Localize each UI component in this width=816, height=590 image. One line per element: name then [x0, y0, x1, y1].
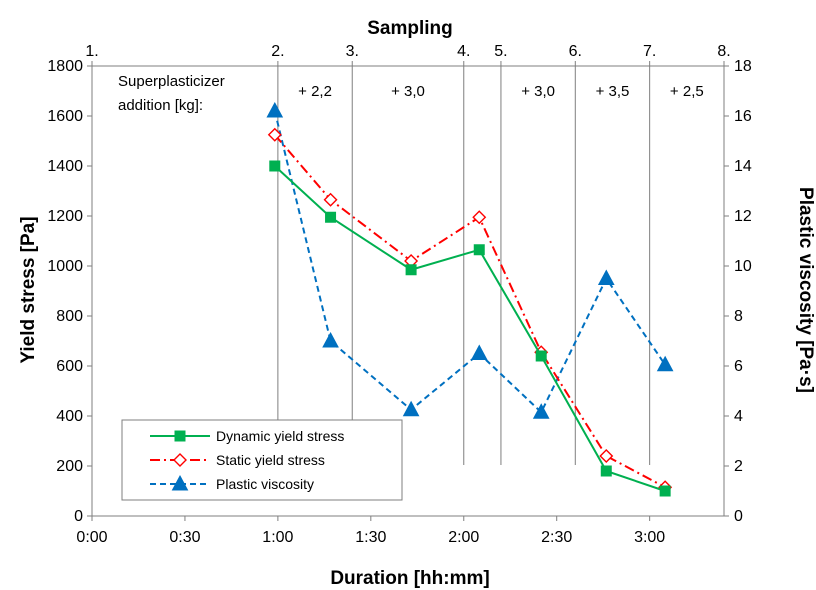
top-tick-label: 6.	[569, 43, 582, 60]
x-tick-label: 0:30	[169, 529, 200, 546]
y-left-tick-label: 400	[56, 408, 83, 425]
data-point	[269, 160, 281, 172]
x-tick-label: 2:30	[541, 529, 572, 546]
data-point	[266, 101, 284, 118]
y-left-tick-label: 1600	[47, 108, 83, 125]
y-left-tick-label: 600	[56, 358, 83, 375]
data-point	[267, 127, 282, 142]
data-point	[322, 331, 339, 348]
y-left-tick-label: 0	[74, 508, 83, 525]
data-point	[656, 355, 674, 372]
data-point	[470, 344, 488, 360]
x-tick-label: 1:00	[262, 529, 293, 546]
x-axis-title: Duration [hh:mm]	[330, 568, 489, 589]
y-right-tick-label: 12	[734, 208, 752, 225]
legend-label: Static yield stress	[216, 452, 325, 468]
annotation-label-line1: Superplasticizer	[118, 73, 225, 90]
data-point	[405, 264, 417, 276]
data-point	[597, 269, 615, 285]
data-point	[599, 449, 614, 463]
top-tick-label: 5.	[494, 43, 507, 60]
x-axis-top: 1. 2. 3. 4. 5. 6. 7. 8.	[85, 43, 731, 66]
data-point	[535, 350, 547, 362]
annotation-value: + 3,0	[391, 83, 425, 100]
top-tick-label: 3.	[346, 43, 359, 60]
x-tick-label: 2:00	[448, 529, 479, 546]
legend-label: Plastic viscosity	[216, 476, 314, 492]
y-left-tick-label: 800	[56, 308, 83, 325]
y-right-tick-label: 0	[734, 508, 743, 525]
legend-marker	[173, 453, 187, 467]
y-right-tick-label: 2	[734, 458, 743, 475]
series-plastic-viscosity	[266, 101, 674, 419]
x-axis-bottom: 0:00 0:30 1:00 1:30 2:00 2:30 3:00	[76, 516, 665, 546]
data-point	[472, 210, 487, 225]
series-layer	[266, 101, 674, 497]
y-axis-right: 0 2 4 6 8 10 12 14 16 18	[724, 58, 752, 525]
y-right-tick-label: 8	[734, 308, 743, 325]
data-point	[323, 192, 338, 207]
y-right-tick-label: 18	[734, 58, 752, 75]
top-tick-label: 7.	[643, 43, 656, 60]
x-tick-label: 3:00	[634, 529, 665, 546]
data-point	[532, 403, 550, 419]
y-right-tick-label: 4	[734, 408, 743, 425]
y-right-tick-label: 6	[734, 358, 743, 375]
data-point	[402, 400, 420, 417]
annotation-value: + 3,0	[521, 83, 555, 100]
data-point	[473, 244, 485, 256]
y-left-tick-label: 200	[56, 458, 83, 475]
annotation-value: + 2,2	[298, 83, 332, 100]
y-right-tick-label: 10	[734, 258, 752, 275]
data-point	[659, 485, 671, 497]
plot-border	[91, 65, 725, 517]
data-point	[600, 465, 612, 477]
y-left-tick-label: 1400	[47, 158, 83, 175]
annotation-label-line2: addition [kg]:	[118, 97, 203, 114]
legend-marker	[171, 474, 189, 491]
y-axis-left: 0 200 400 600 800 1000 1200 1400 1600 1800	[47, 58, 92, 525]
y-left-tick-label: 1000	[47, 258, 83, 275]
top-tick-label: 1.	[85, 43, 98, 60]
x-tick-label: 0:00	[76, 529, 107, 546]
y-axis-right-title: Plastic viscosity [Pa·s]	[795, 187, 816, 393]
legend: Dynamic yield stress Static yield stress P…	[121, 419, 403, 501]
y-right-tick-label: 14	[734, 158, 752, 175]
legend-marker	[174, 430, 186, 442]
x-tick-label: 1:30	[355, 529, 386, 546]
series-dynamic-yield-stress	[269, 160, 671, 497]
y-left-tick-label: 1200	[47, 208, 83, 225]
top-axis-title: Sampling	[367, 18, 453, 39]
top-tick-label: 2.	[271, 43, 284, 60]
y-axis-left-title: Yield stress [Pa]	[18, 216, 39, 363]
superplasticizer-annotations: Superplasticizer addition [kg]: + 2,2 + 3…	[118, 73, 704, 114]
y-right-tick-label: 16	[734, 108, 752, 125]
annotation-value: + 3,5	[596, 83, 630, 100]
y-left-tick-label: 1800	[47, 58, 83, 75]
plot-area	[91, 65, 725, 517]
annotation-value: + 2,5	[670, 83, 704, 100]
top-tick-label: 4.	[457, 43, 470, 60]
legend-box	[121, 419, 403, 501]
top-tick-label: 8.	[717, 43, 730, 60]
data-point	[325, 211, 337, 223]
legend-label: Dynamic yield stress	[216, 428, 344, 444]
